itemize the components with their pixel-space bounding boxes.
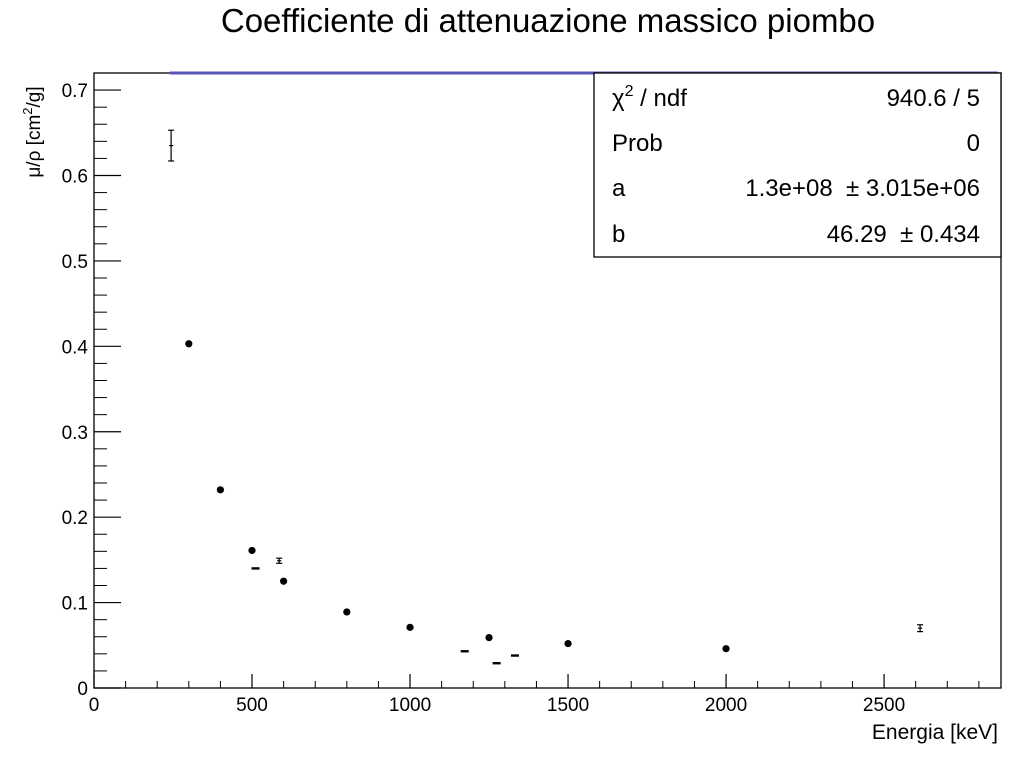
data-point-marker [343, 608, 351, 616]
data-point [276, 557, 283, 564]
chart-title: Coefficiente di attenuazione massico pio… [221, 2, 875, 39]
data-point [248, 546, 256, 555]
stats-value-prob: 0 [967, 130, 980, 157]
data-point [564, 639, 572, 648]
stats-label-b: b [612, 221, 625, 248]
data-point [722, 645, 730, 653]
data-point [917, 624, 924, 633]
stats-box-frame [593, 72, 1002, 258]
stats-label-a: a [612, 175, 626, 202]
data-point [185, 340, 193, 348]
x-axis-label: Energia [keV] [872, 721, 998, 744]
data-point [280, 577, 288, 585]
data-point [485, 634, 493, 642]
data-point [216, 486, 225, 494]
y-axis-label-tail: /g] [24, 86, 45, 107]
data-point-marker [564, 639, 572, 648]
y-tick-label: 0.1 [62, 594, 88, 615]
stats-label-chi2-tail: / ndf [634, 85, 688, 112]
data-point [406, 623, 414, 631]
y-tick-label: 0.5 [62, 252, 88, 273]
stats-label-chi2: χ2 / ndf [612, 83, 687, 112]
data-point-marker [406, 623, 414, 631]
y-axis-label-sup: 2 [20, 107, 35, 114]
stats-value-b: 46.29 ± 0.434 [827, 221, 980, 248]
y-tick-label: 0.6 [62, 167, 88, 188]
data-point-marker [722, 645, 730, 653]
x-tick-label: 2000 [705, 695, 747, 716]
data-point-marker [485, 634, 493, 642]
x-tick-label: 500 [236, 695, 268, 716]
x-tick-label: 0 [89, 695, 100, 716]
stats-label-chi2-base: χ [612, 85, 625, 112]
y-axis-label: μ/ρ [cm2/g] [20, 86, 45, 177]
x-tick-label: 1500 [547, 695, 589, 716]
data-point [343, 608, 351, 616]
stats-box: χ2 / ndf 940.6 / 5 Prob 0 a 1.3e+08 ± 3.… [593, 72, 1002, 258]
y-axis-label-base: μ/ρ [cm [24, 115, 45, 178]
stats-value-a: 1.3e+08 ± 3.015e+06 [745, 175, 980, 202]
x-tick-label: 1000 [389, 695, 431, 716]
stats-label-chi2-sup: 2 [625, 83, 634, 100]
y-tick-label: 0.2 [62, 508, 88, 529]
data-point-marker [280, 577, 288, 585]
y-tick-label: 0.7 [62, 81, 88, 102]
data-point [168, 129, 175, 162]
data-point-marker [248, 546, 256, 555]
points-layer [168, 129, 924, 665]
stats-value-chi2: 940.6 / 5 [887, 85, 980, 112]
stats-label-prob: Prob [612, 130, 663, 157]
y-tick-label: 0 [77, 679, 88, 700]
axes: 0 500 1000 1500 2000 2500 0 0.1 0.2 0.3 0.4 0.5 0.6 0… [62, 72, 1002, 716]
x-tick-label: 2500 [863, 695, 905, 716]
y-tick-label: 0.3 [62, 423, 88, 444]
data-point-marker [185, 340, 193, 348]
data-point-marker [216, 486, 225, 494]
y-tick-label: 0.4 [62, 337, 89, 358]
